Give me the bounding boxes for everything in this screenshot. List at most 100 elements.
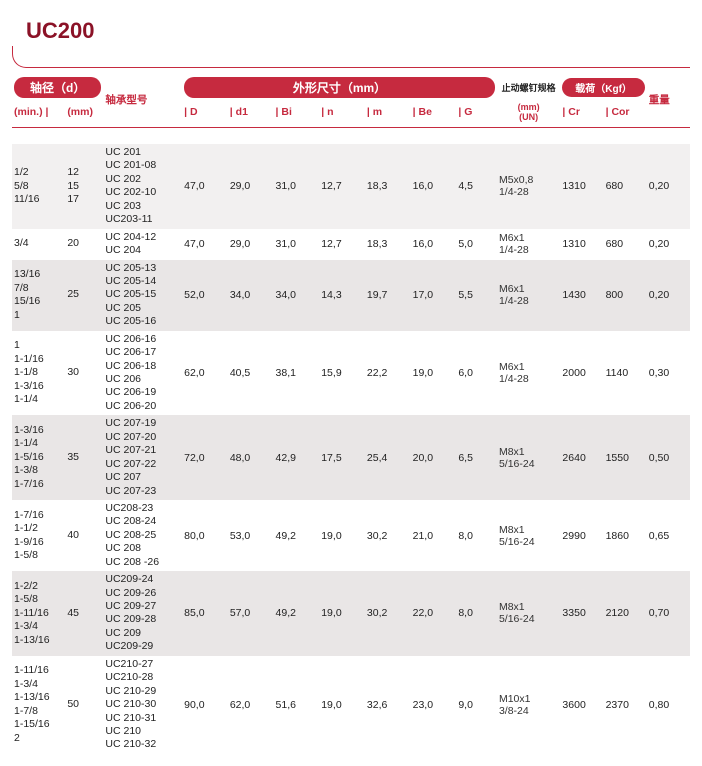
cell: 47,0 — [182, 144, 228, 229]
cell: 5,0 — [456, 229, 497, 260]
cell: 1550 — [604, 415, 647, 500]
cell: 19,0 — [319, 500, 365, 571]
cell: 12,7 — [319, 144, 365, 229]
cell: 15,9 — [319, 331, 365, 416]
table-row: 1-3/161-1/41-5/161-3/81-7/1635UC 207-19U… — [12, 415, 690, 500]
cell: 1860 — [604, 500, 647, 571]
hdr-d1: | d1 — [228, 99, 274, 123]
cell: 53,0 — [228, 500, 274, 571]
cell: M10x13/8-24 — [497, 656, 560, 754]
cell: 19,0 — [319, 656, 365, 754]
title-text: UC200 — [12, 12, 108, 54]
title-rule — [12, 46, 690, 68]
hdr-setscrew: 止动螺钉规格 — [497, 76, 560, 99]
hdr-min: (min.) | — [12, 99, 65, 123]
cell: 29,0 — [228, 144, 274, 229]
cell: 0,50 — [647, 415, 690, 500]
cell: 50 — [65, 656, 103, 754]
cell: 48,0 — [228, 415, 274, 500]
cell: 4,5 — [456, 144, 497, 229]
hdr-G: | G — [456, 99, 497, 123]
hdr-Cor: | Cor — [604, 99, 647, 123]
cell: 3600 — [560, 656, 603, 754]
cell: 680 — [604, 144, 647, 229]
cell: 23,0 — [411, 656, 457, 754]
cell: 12,7 — [319, 229, 365, 260]
cell: 17,5 — [319, 415, 365, 500]
cell: 13/167/815/161 — [12, 260, 65, 331]
cell: 22,0 — [411, 571, 457, 656]
cell: 42,9 — [274, 415, 320, 500]
cell: 34,0 — [228, 260, 274, 331]
cell: 49,2 — [274, 571, 320, 656]
cell: 47,0 — [182, 229, 228, 260]
cell: 21,0 — [411, 500, 457, 571]
cell: 18,3 — [365, 144, 411, 229]
header-table: 轴径（d） 轴承型号 外形尺寸（mm） 止动螺钉规格 载荷（Kgf） 重量 (m… — [12, 76, 690, 123]
table-row: 3/420UC 204-12UC 20447,029,031,012,718,3… — [12, 229, 690, 260]
cell: 35 — [65, 415, 103, 500]
hdr-load-group: 载荷（Kgf） — [560, 76, 646, 99]
cell: UC209-24UC 209-26UC 209-27UC 209-28UC 20… — [103, 571, 182, 656]
cell: 51,6 — [274, 656, 320, 754]
cell: 17,0 — [411, 260, 457, 331]
table-row: 1-7/161-1/21-9/161-5/840UC208-23UC 208-2… — [12, 500, 690, 571]
hdr-scr-units: (mm)(UN) — [497, 99, 560, 123]
cell: 0,20 — [647, 260, 690, 331]
hdr-Cr: | Cr — [560, 99, 603, 123]
cell: 90,0 — [182, 656, 228, 754]
cell: 30 — [65, 331, 103, 416]
cell: 80,0 — [182, 500, 228, 571]
cell: 40 — [65, 500, 103, 571]
cell: 1-7/161-1/21-9/161-5/8 — [12, 500, 65, 571]
cell: 62,0 — [228, 656, 274, 754]
cell: 31,0 — [274, 229, 320, 260]
cell: 9,0 — [456, 656, 497, 754]
cell: 0,20 — [647, 229, 690, 260]
hdr-weight: 重量 — [647, 76, 690, 123]
cell: 8,0 — [456, 571, 497, 656]
cell: M6x11/4-28 — [497, 229, 560, 260]
cell: 40,5 — [228, 331, 274, 416]
cell: 3/4 — [12, 229, 65, 260]
cell: 85,0 — [182, 571, 228, 656]
cell: M8x15/16-24 — [497, 500, 560, 571]
cell: 2990 — [560, 500, 603, 571]
table-row: 1-2/21-5/81-11/161-3/41-13/1645UC209-24U… — [12, 571, 690, 656]
hdr-D: | D — [182, 99, 228, 123]
cell: UC 206-16UC 206-17UC 206-18UC 206UC 206-… — [103, 331, 182, 416]
cell: 14,3 — [319, 260, 365, 331]
cell: 1-11/161-3/41-13/161-7/81-15/162 — [12, 656, 65, 754]
table-header-block: 轴径（d） 轴承型号 外形尺寸（mm） 止动螺钉规格 载荷（Kgf） 重量 (m… — [12, 76, 690, 128]
cell: 2000 — [560, 331, 603, 416]
cell: 121517 — [65, 144, 103, 229]
cell: 1-3/161-1/41-5/161-3/81-7/16 — [12, 415, 65, 500]
cell: UC210-27UC210-28UC 210-29UC 210-30UC 210… — [103, 656, 182, 754]
cell: 5,5 — [456, 260, 497, 331]
cell: 16,0 — [411, 144, 457, 229]
cell: UC208-23UC 208-24UC 208-25UC 208UC 208 -… — [103, 500, 182, 571]
cell: UC 205-13UC 205-14UC 205-15UC 205UC 205-… — [103, 260, 182, 331]
cell: 45 — [65, 571, 103, 656]
cell: 57,0 — [228, 571, 274, 656]
cell: 3350 — [560, 571, 603, 656]
cell: 18,3 — [365, 229, 411, 260]
cell: 19,0 — [411, 331, 457, 416]
cell: 30,2 — [365, 500, 411, 571]
cell: 72,0 — [182, 415, 228, 500]
cell: 25,4 — [365, 415, 411, 500]
cell: 800 — [604, 260, 647, 331]
cell: 25 — [65, 260, 103, 331]
cell: 0,65 — [647, 500, 690, 571]
cell: 16,0 — [411, 229, 457, 260]
cell: M8x15/16-24 — [497, 415, 560, 500]
hdr-Bi: | Bi — [274, 99, 320, 123]
cell: 1310 — [560, 144, 603, 229]
spec-table: 1/25/811/16121517UC 201UC 201-08UC 202UC… — [12, 144, 690, 754]
cell: 8,0 — [456, 500, 497, 571]
cell: 62,0 — [182, 331, 228, 416]
cell: 32,6 — [365, 656, 411, 754]
cell: 6,5 — [456, 415, 497, 500]
cell: 19,7 — [365, 260, 411, 331]
cell: UC 204-12UC 204 — [103, 229, 182, 260]
